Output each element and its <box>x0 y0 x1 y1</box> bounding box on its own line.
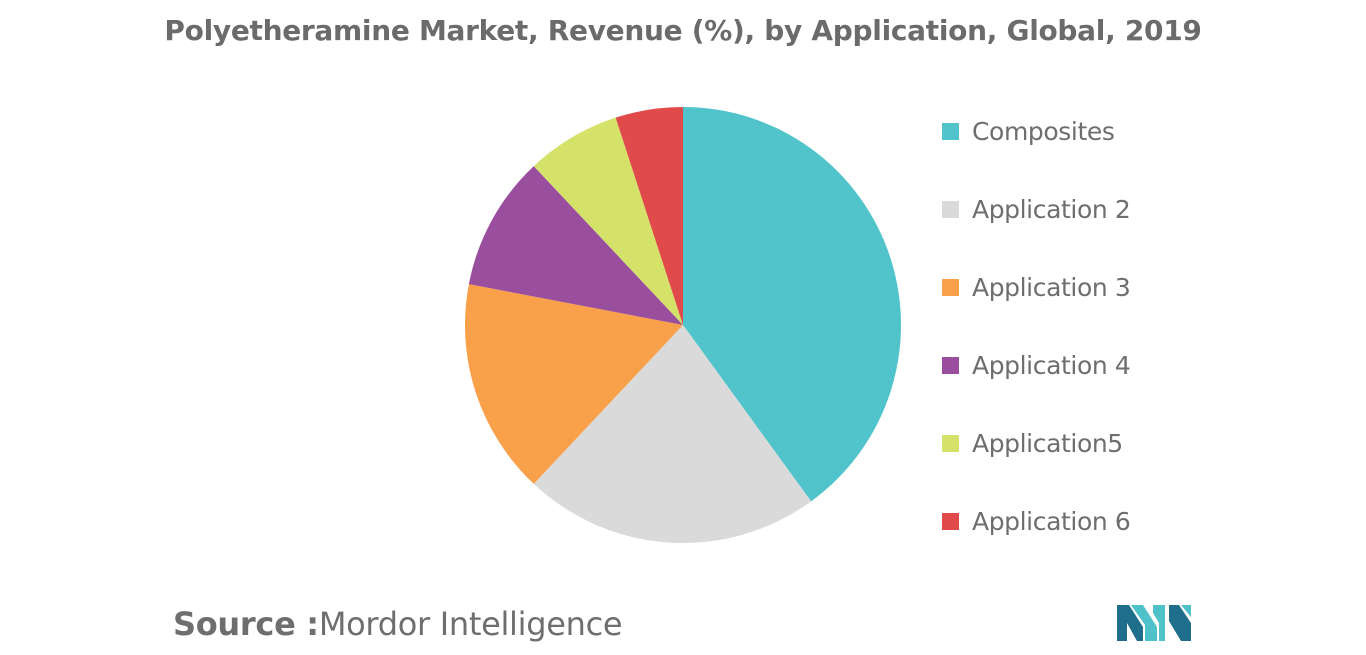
pie-slice-application-3 <box>465 284 683 484</box>
source-line: Source :Mordor Intelligence <box>173 605 623 643</box>
legend-label: Composites <box>972 116 1115 146</box>
legend-label: Application5 <box>972 428 1123 458</box>
legend-swatch <box>942 200 959 218</box>
legend-label: Application 6 <box>972 506 1131 536</box>
legend-swatch <box>942 434 959 452</box>
legend-item: Application 6 <box>942 498 1131 544</box>
mordor-intelligence-logo-icon <box>1117 605 1191 641</box>
pie-slice-application-4 <box>468 166 683 325</box>
legend-item: Application 3 <box>942 264 1131 310</box>
legend-swatch <box>942 278 959 296</box>
legend-swatch <box>942 122 959 140</box>
chart-title: Polyetheramine Market, Revenue (%), by A… <box>164 14 1202 47</box>
pie-slice-application5 <box>533 117 683 325</box>
legend-item: Application 4 <box>942 342 1131 388</box>
legend-swatch <box>942 356 959 374</box>
legend-item: Composites <box>942 108 1115 154</box>
legend-swatch <box>942 512 959 530</box>
legend-label: Application 3 <box>972 272 1131 302</box>
legend-label: Application 2 <box>972 194 1131 224</box>
legend-item: Application 2 <box>942 186 1131 232</box>
pie-slice-application-2 <box>533 325 812 544</box>
legend-item: Application5 <box>942 420 1123 466</box>
source-text: Mordor Intelligence <box>318 605 623 643</box>
legend-label: Application 4 <box>972 350 1131 380</box>
pie-slice-application-6 <box>615 107 683 325</box>
pie-slice-composites <box>683 107 901 502</box>
source-label: Source : <box>173 605 319 643</box>
